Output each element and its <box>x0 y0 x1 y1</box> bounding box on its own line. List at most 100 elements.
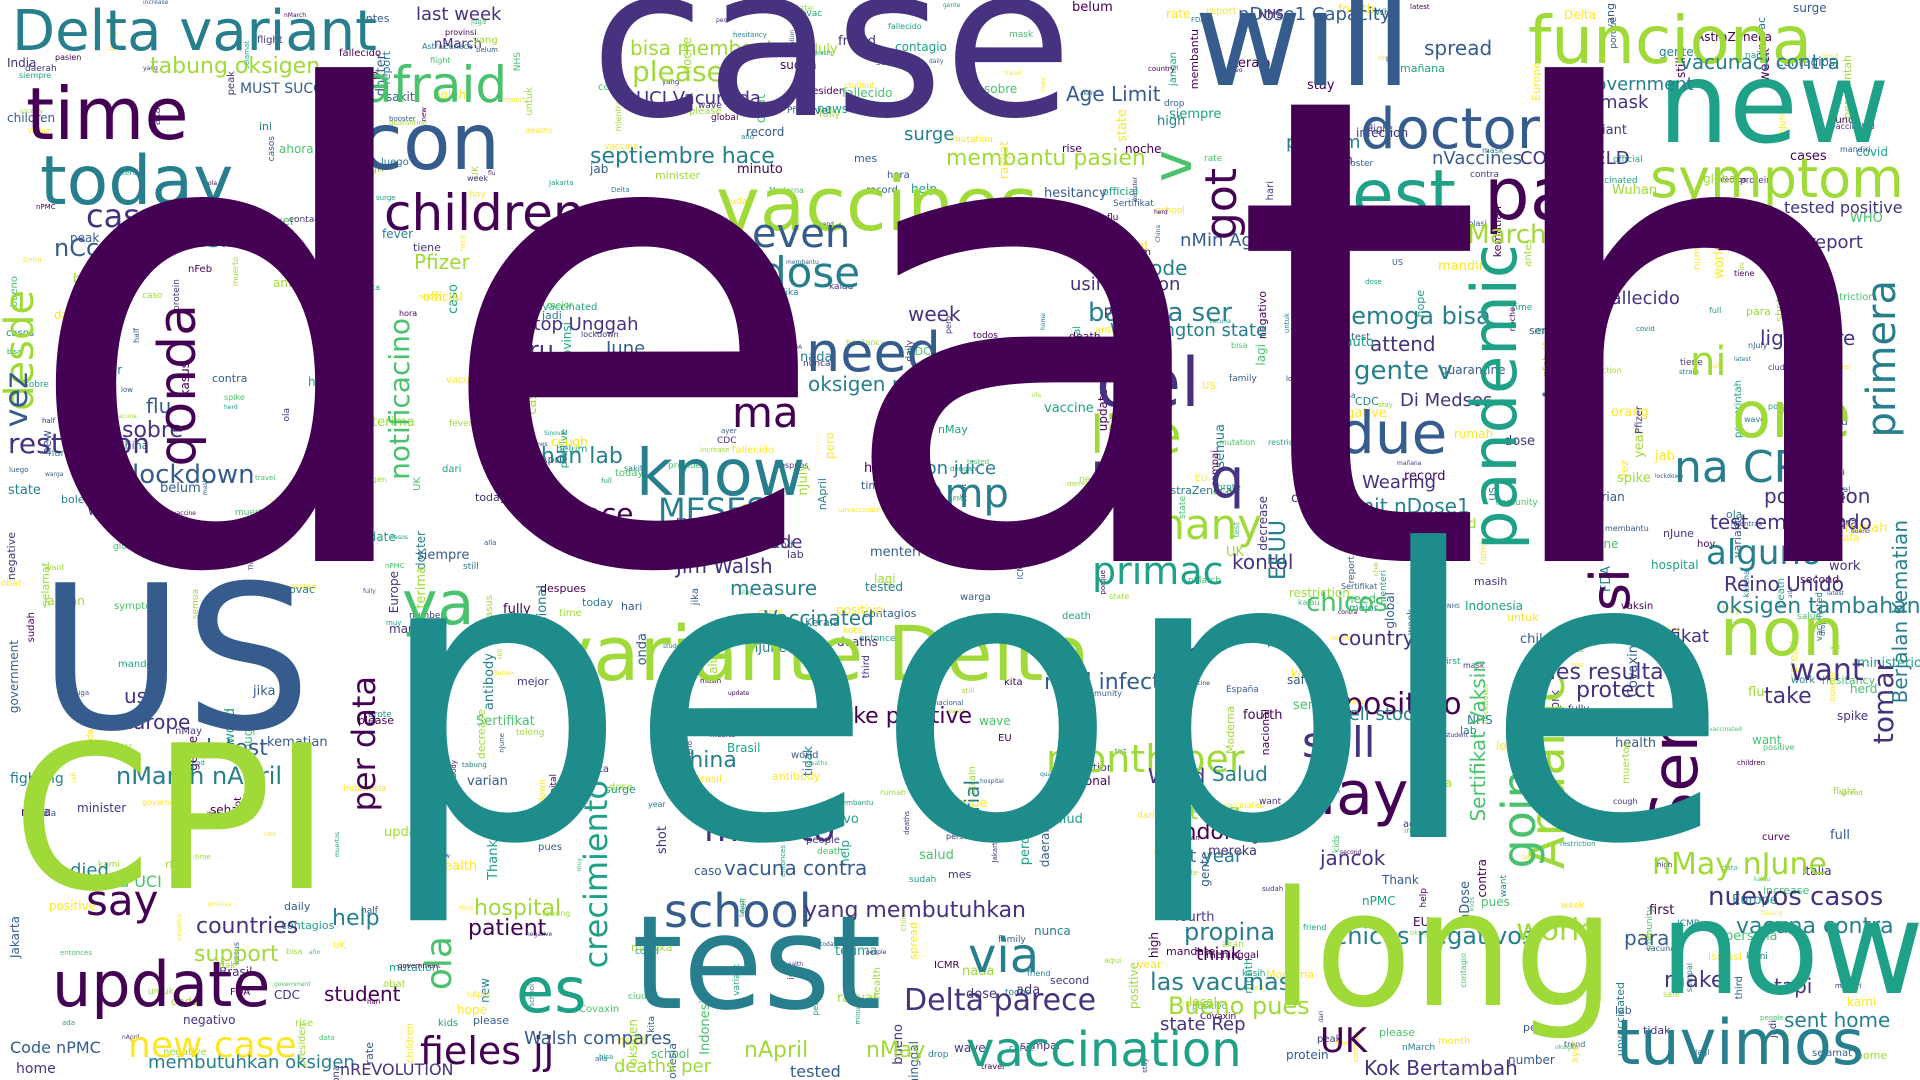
word-lemon-juice: lemon juice <box>892 458 997 479</box>
filler-word: vaccine <box>1044 401 1094 416</box>
word-population: population <box>1764 484 1871 508</box>
filler-word: juga <box>471 18 487 26</box>
filler-word: ayer <box>268 214 295 228</box>
filler-word: booster <box>1339 159 1374 169</box>
filler-word: akan <box>1222 940 1244 950</box>
word-del: del <box>1096 344 1200 423</box>
filler-word: positivo <box>208 901 232 908</box>
filler-word: brote <box>1217 483 1241 493</box>
word-ncc: nCc <box>54 234 100 262</box>
word-attend: attend <box>1370 332 1436 356</box>
filler-word: data <box>319 1034 335 1042</box>
filler-word: decrease <box>324 68 379 82</box>
filler-word: aqui <box>1403 819 1425 830</box>
filler-word: today <box>820 941 838 948</box>
filler-word: vaccinated <box>1831 122 1875 131</box>
filler-word: CDC <box>907 345 931 358</box>
filler-word: covid <box>1636 325 1655 333</box>
filler-word: kasih <box>1189 808 1205 815</box>
word-liga-entre: liga entre <box>1760 326 1856 350</box>
filler-word: record <box>1330 635 1350 642</box>
filler-word: global <box>711 113 739 123</box>
filler-word: sudah <box>780 58 817 72</box>
word-want: want <box>1790 653 1864 688</box>
filler-word: obat <box>1 579 22 589</box>
filler-word: Wuhan <box>492 670 513 677</box>
filler-word: pasien <box>55 53 82 62</box>
filler-word: orang <box>1156 906 1186 917</box>
word-measure: measure <box>730 576 818 600</box>
filler-word: nada <box>21 805 51 819</box>
filler-word: first <box>1649 903 1675 918</box>
filler-word: muy <box>1534 326 1556 337</box>
word-know: know <box>636 437 806 511</box>
word-ya: ya <box>402 569 475 639</box>
filler-word: vacuna <box>115 413 137 420</box>
filler-word: mientras <box>1731 520 1763 528</box>
filler-word: Moderna <box>769 186 804 195</box>
filler-word: tolong <box>895 384 933 398</box>
filler-word: data <box>1837 533 1860 544</box>
word-ni: ni <box>1690 339 1727 385</box>
word-muerto: muerto <box>704 809 835 850</box>
filler-word: mejor <box>547 301 574 311</box>
filler-word: mandiri <box>1835 982 1862 990</box>
filler-word: local <box>512 324 529 332</box>
word-alguno: alguno <box>1706 533 1822 573</box>
filler-word: test <box>1572 662 1584 669</box>
filler-word: tiene <box>1680 358 1703 368</box>
filler-word: student <box>663 643 686 650</box>
filler-word: US <box>1202 381 1216 392</box>
filler-word: año <box>1404 546 1427 560</box>
filler-word: UK <box>333 941 346 951</box>
filler-word: surge <box>1670 213 1687 220</box>
filler-word: mask <box>1463 661 1485 670</box>
filler-word: shot <box>1121 239 1150 254</box>
word-kok-bertambah: Kok Bertambah <box>1364 1056 1518 1080</box>
filler-word: muy <box>386 619 402 627</box>
filler-word: children <box>1737 759 1766 767</box>
word-barrera-ser: barrera ser <box>1088 298 1232 328</box>
filler-word: half <box>361 906 378 916</box>
word-work: work <box>1516 913 1589 948</box>
filler-word: ciudad <box>628 992 659 1002</box>
filler-word: Sertifikat <box>1341 582 1378 591</box>
filler-word: negative <box>5 532 18 581</box>
filler-word: jangan <box>44 594 85 608</box>
filler-word: dari <box>54 308 78 322</box>
filler-word: untuk <box>1507 611 1539 624</box>
filler-word: flight <box>430 56 451 65</box>
filler-word: low <box>438 852 450 860</box>
filler-word: government <box>398 962 441 970</box>
filler-word: ministerio <box>1857 656 1920 671</box>
word-tested-positive: tested positive <box>1784 198 1903 217</box>
filler-word: Pfizer <box>787 106 813 116</box>
word-sent-home: sent home <box>1784 1008 1891 1032</box>
word-di-medsos: Di Medsos <box>1400 390 1493 411</box>
filler-word: oksigen <box>1410 929 1438 937</box>
filler-word: health <box>784 961 803 968</box>
filler-word: trend <box>707 721 731 731</box>
word-gente-v: gente v <box>1354 356 1453 386</box>
filler-word: time <box>559 608 582 619</box>
filler-word: death <box>1062 611 1091 622</box>
word-tuvimos: tuvimos <box>1616 1006 1865 1079</box>
filler-word: lockdown <box>1655 473 1684 480</box>
filler-word: AstraZeneca <box>1696 30 1772 44</box>
filler-word: dose <box>966 987 997 1002</box>
filler-word: test <box>1115 748 1127 755</box>
filler-word: España <box>1308 251 1334 259</box>
filler-word: surge <box>605 783 636 796</box>
word-mild-infection: mild infection <box>1044 670 1195 695</box>
filler-word: official <box>1824 485 1851 494</box>
filler-word: Thank <box>1603 828 1631 838</box>
word-many: many <box>1144 500 1263 549</box>
word-variante-delta: variante Delta <box>548 609 1091 698</box>
filler-word: gente <box>943 2 961 9</box>
filler-word: India <box>1378 54 1396 62</box>
filler-word: month <box>1438 1036 1471 1047</box>
word-nuestra-uci: nuestra UCI <box>68 872 162 891</box>
filler-word: sakit <box>624 464 644 473</box>
filler-word: España <box>1226 685 1259 695</box>
word-wuhan-lab: Wuhan lab <box>506 444 623 469</box>
